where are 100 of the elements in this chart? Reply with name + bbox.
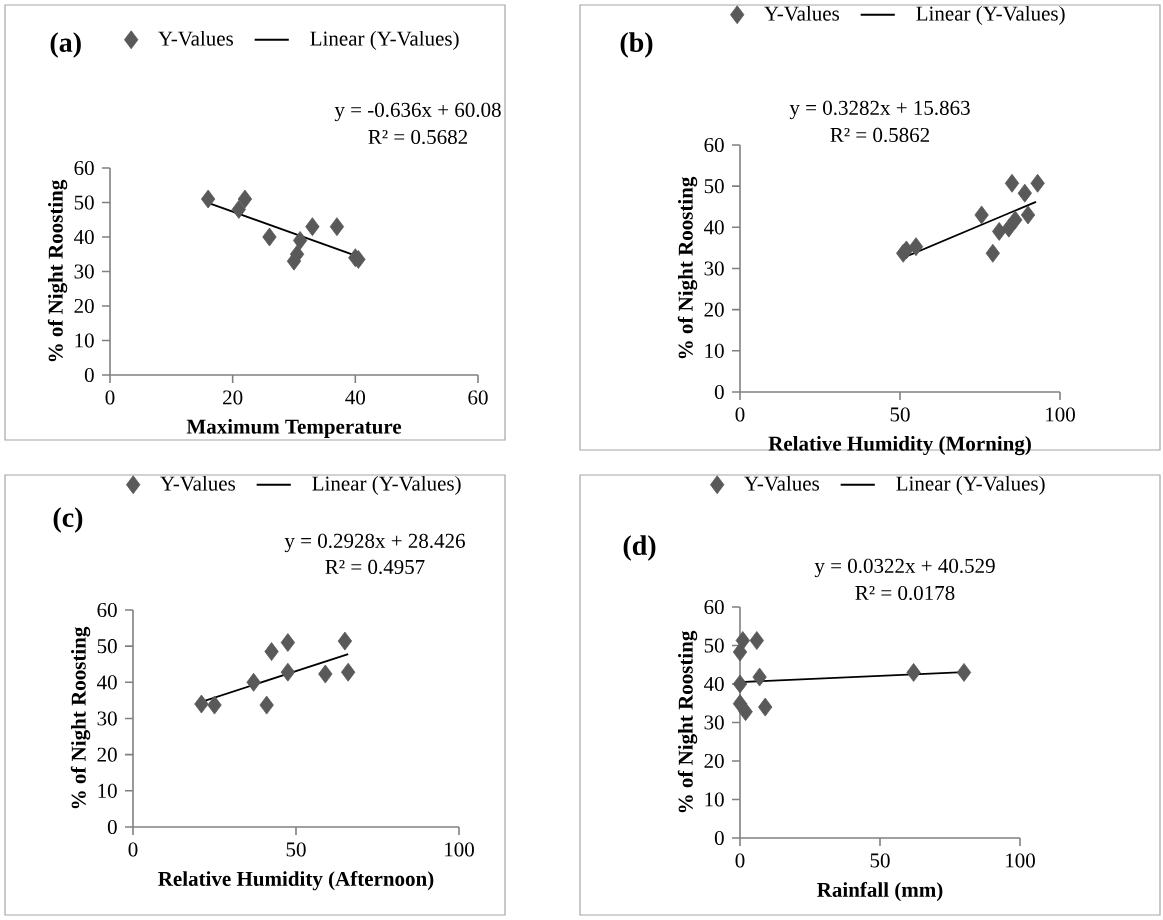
- y-axis-title: % of Night Roosting: [677, 176, 698, 359]
- text: y = -0.636x + 60.08: [334, 102, 501, 122]
- x-axis-title: Relative Humidity (Morning): [768, 435, 1031, 456]
- text: y = 0.3282x + 15.863: [789, 100, 970, 120]
- point: [738, 702, 753, 722]
- y-tick-label: 10: [98, 783, 117, 798]
- point: [207, 695, 222, 715]
- x-tick-label: 50: [870, 853, 890, 868]
- y-tick-label: 60: [74, 160, 94, 176]
- point: [732, 642, 748, 662]
- y-tick-label: 30: [704, 261, 724, 276]
- point: [1001, 218, 1016, 238]
- point: [194, 694, 209, 714]
- chart-title: (d): [623, 535, 656, 561]
- y-tick-label: 20: [74, 298, 94, 314]
- y-tick-label: 60: [704, 137, 724, 153]
- y-tick-label: 20: [704, 302, 724, 317]
- legend-label: Linear (Y-Values): [312, 475, 461, 495]
- x-tick-label: 100: [1046, 407, 1075, 422]
- x-tick-label: 100: [1006, 853, 1035, 868]
- point: [231, 200, 246, 219]
- point: [329, 217, 345, 237]
- y-tick-label: 20: [97, 747, 117, 762]
- legend-label: Y-Values: [744, 475, 820, 491]
- y-axis-title: % of Night Roosting: [70, 626, 91, 809]
- point: [1017, 183, 1032, 203]
- point: [735, 631, 750, 650]
- text: R² = 0.5682: [368, 129, 468, 145]
- y-tick-label: 10: [705, 792, 724, 807]
- point: [292, 231, 308, 250]
- point: [974, 205, 989, 225]
- x-axis-title: Maximum Temperature: [186, 418, 402, 438]
- point: [908, 237, 924, 257]
- point: [246, 672, 261, 692]
- point: [732, 674, 748, 694]
- point: [280, 633, 295, 652]
- y-tick-label: 60: [704, 599, 724, 615]
- legend-label: Linear (Y-Values): [310, 30, 459, 50]
- point: [906, 663, 921, 682]
- y-tick-label: 0: [84, 367, 94, 383]
- legend-label: Linear (Y-Values): [896, 475, 1045, 495]
- legend-label: Y-Values: [764, 5, 840, 21]
- y-tick-label: 60: [97, 602, 117, 618]
- x-tick-label: 100: [445, 842, 474, 857]
- point: [758, 697, 773, 717]
- point: [237, 189, 253, 209]
- x-tick-label: 0: [735, 853, 745, 868]
- x-tick-label: 20: [223, 390, 243, 405]
- y-tick-label: 10: [75, 333, 94, 348]
- y-tick-label: 30: [704, 715, 724, 730]
- text: R² = 0.4957: [325, 559, 425, 575]
- chart-title: (b): [620, 32, 653, 58]
- point: [752, 667, 767, 687]
- x-tick-label: 0: [735, 407, 745, 422]
- point: [259, 695, 274, 715]
- y-tick-label: 30: [97, 711, 117, 726]
- point: [956, 663, 972, 682]
- x-tick-label: 50: [890, 407, 910, 422]
- x-tick-label: 40: [345, 390, 366, 405]
- point: [318, 664, 333, 684]
- x-tick-label: 0: [128, 842, 138, 857]
- point: [1004, 173, 1020, 193]
- point: [262, 227, 277, 247]
- y-tick-label: 40: [704, 676, 724, 692]
- point: [1020, 205, 1036, 225]
- legend-label: Y-Values: [158, 30, 234, 46]
- y-tick-label: 0: [107, 819, 117, 835]
- point: [749, 631, 764, 650]
- y-tick-label: 30: [74, 264, 94, 279]
- point: [200, 189, 216, 209]
- y-tick-label: 40: [97, 675, 117, 690]
- chart-title: (c): [53, 507, 83, 533]
- y-tick-label: 50: [74, 195, 94, 210]
- point: [985, 243, 1000, 263]
- y-axis-title: % of Night Roosting: [47, 179, 68, 362]
- point: [1030, 173, 1045, 193]
- legend-label: Y-Values: [160, 475, 236, 491]
- point: [992, 222, 1007, 241]
- y-tick-label: 10: [705, 343, 724, 358]
- x-tick-label: 50: [286, 842, 306, 857]
- point: [264, 642, 279, 661]
- text: y = 0.2928x + 28.426: [284, 533, 465, 553]
- point: [341, 662, 356, 682]
- x-axis-title: Rainfall (mm): [817, 881, 943, 902]
- x-axis-title: Relative Humidity (Afternoon): [158, 870, 434, 891]
- text: y = 0.0322x + 40.529: [814, 558, 995, 578]
- y-tick-label: 50: [704, 638, 724, 653]
- y-tick-label: 50: [97, 639, 117, 654]
- point: [337, 631, 353, 651]
- y-axis-title: % of Night Roosting: [677, 630, 698, 813]
- point: [280, 662, 295, 682]
- chart-title: (a): [50, 32, 81, 58]
- legend-label: Linear (Y-Values): [916, 5, 1065, 25]
- y-tick-label: 40: [74, 229, 94, 245]
- y-tick-label: 0: [714, 830, 724, 846]
- y-tick-label: 40: [704, 220, 724, 235]
- point: [305, 217, 320, 237]
- y-tick-label: 50: [704, 179, 724, 194]
- y-tick-label: 20: [704, 753, 724, 769]
- text: R² = 0.5862: [830, 127, 930, 143]
